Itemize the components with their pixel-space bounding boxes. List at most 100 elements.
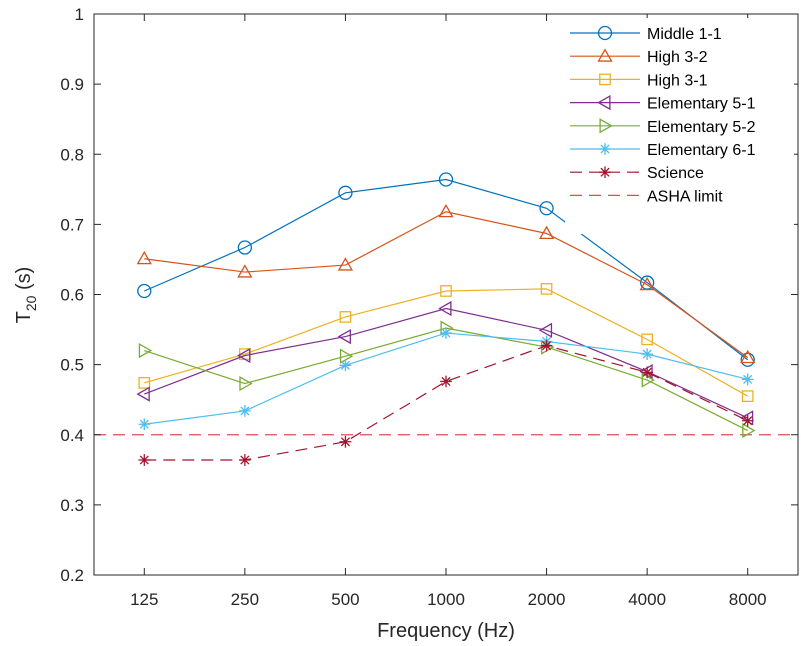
marker-square bbox=[641, 333, 653, 346]
y-tick-label: 0.3 bbox=[60, 496, 84, 515]
legend-entry: Elementary 5-2 bbox=[570, 118, 756, 136]
marker-asterisk bbox=[741, 373, 754, 386]
x-tick-label: 2000 bbox=[528, 590, 566, 609]
marker-triangle-up bbox=[639, 276, 655, 291]
data-point bbox=[539, 201, 554, 216]
legend-entry: Elementary 5-1 bbox=[570, 94, 756, 113]
data-point bbox=[239, 375, 253, 392]
legend-entry: Elementary 6-1 bbox=[570, 142, 756, 159]
series-high-3-2 bbox=[136, 203, 756, 364]
data-point bbox=[138, 418, 151, 431]
legend-label: Science bbox=[647, 165, 704, 182]
marker-asterisk bbox=[599, 166, 611, 179]
marker-triangle-left bbox=[639, 364, 653, 380]
data-point bbox=[438, 172, 454, 187]
legend-label: Elementary 5-2 bbox=[647, 119, 756, 136]
marker-asterisk bbox=[138, 418, 151, 431]
x-tick-label: 4000 bbox=[628, 590, 666, 609]
data-point bbox=[641, 372, 655, 388]
series-science bbox=[138, 339, 754, 466]
marker-triangle-right bbox=[599, 118, 613, 134]
y-axis-label-main: T bbox=[13, 311, 35, 323]
marker-asterisk bbox=[741, 414, 754, 427]
series-line bbox=[144, 211, 749, 359]
marker-circle bbox=[539, 201, 554, 216]
marker-triangle-right bbox=[339, 348, 354, 364]
data-point bbox=[239, 405, 251, 417]
y-axis-label-unit: (s) bbox=[13, 267, 35, 296]
series-layer bbox=[136, 172, 756, 466]
marker-asterisk bbox=[239, 454, 251, 466]
y-tick-label: 1 bbox=[75, 5, 84, 24]
marker-triangle-left bbox=[538, 322, 553, 338]
marker-triangle-up bbox=[597, 48, 613, 62]
marker-asterisk bbox=[440, 327, 452, 339]
legend-entry: High 3-2 bbox=[570, 48, 708, 66]
marker-asterisk bbox=[339, 359, 352, 372]
data-point bbox=[641, 333, 653, 346]
marker-square bbox=[440, 285, 452, 297]
data-point bbox=[740, 349, 756, 364]
marker-triangle-up bbox=[136, 250, 152, 265]
legend-label: High 3-2 bbox=[647, 49, 708, 66]
data-point bbox=[741, 373, 754, 386]
legend-label: High 3-1 bbox=[647, 72, 708, 89]
x-axis-label: Frequency (Hz) bbox=[377, 620, 515, 642]
data-point bbox=[641, 366, 653, 379]
data-point bbox=[136, 386, 150, 402]
marker-asterisk bbox=[138, 454, 151, 466]
marker-triangle-left bbox=[237, 347, 251, 364]
data-point bbox=[641, 348, 653, 360]
data-point bbox=[741, 390, 754, 403]
data-point bbox=[339, 435, 352, 448]
legend-entry: Science bbox=[570, 165, 704, 182]
y-tick-label: 0.4 bbox=[60, 426, 84, 445]
data-point bbox=[338, 185, 353, 200]
y-tick-label: 0.8 bbox=[60, 145, 84, 164]
marker-circle bbox=[137, 283, 152, 299]
y-tick-label: 0.5 bbox=[60, 356, 84, 375]
marker-triangle-up bbox=[237, 264, 253, 278]
marker-asterisk bbox=[599, 143, 611, 155]
legend-label: Middle 1-1 bbox=[647, 26, 722, 43]
marker-square bbox=[540, 283, 553, 295]
data-point bbox=[337, 328, 351, 345]
data-point bbox=[540, 283, 553, 295]
marker-triangle-up bbox=[337, 257, 354, 271]
marker-circle bbox=[338, 185, 353, 200]
y-tick-label: 0.2 bbox=[60, 566, 84, 585]
x-tick-label: 1000 bbox=[427, 590, 465, 609]
legend-label: ASHA limit bbox=[647, 188, 723, 205]
data-point bbox=[138, 342, 153, 359]
marker-square bbox=[599, 73, 611, 86]
data-point bbox=[337, 257, 354, 271]
marker-asterisk bbox=[641, 366, 653, 379]
data-point bbox=[440, 285, 452, 297]
marker-triangle-up bbox=[438, 203, 454, 218]
data-point bbox=[239, 454, 251, 466]
data-point bbox=[538, 225, 555, 240]
marker-triangle-left bbox=[337, 328, 351, 345]
axes-layer: 125 250 500 1000 2000 4000 8000 0.2 0.3 0.4 0.5 0.6… bbox=[60, 5, 798, 609]
legend-label: Elementary 5-1 bbox=[647, 96, 756, 113]
y-axis-label-sub: 20 bbox=[23, 295, 39, 311]
series-line bbox=[144, 178, 749, 361]
legend-entry: ASHA limit bbox=[570, 188, 723, 205]
legend-entry: Middle 1-1 bbox=[570, 25, 722, 43]
marker-triangle-left bbox=[136, 386, 150, 402]
marker-triangle-up bbox=[740, 349, 756, 364]
marker-circle bbox=[237, 240, 253, 255]
marker-asterisk bbox=[540, 339, 553, 352]
data-point bbox=[440, 375, 452, 388]
marker-asterisk bbox=[641, 348, 653, 360]
marker-asterisk bbox=[440, 375, 452, 388]
data-point bbox=[339, 311, 352, 323]
data-point bbox=[137, 283, 152, 299]
marker-triangle-right bbox=[138, 342, 153, 359]
marker-circle bbox=[740, 352, 755, 367]
x-tick-label: 8000 bbox=[729, 590, 767, 609]
data-point bbox=[740, 352, 755, 367]
marker-circle bbox=[438, 172, 454, 187]
legend-label: Elementary 6-1 bbox=[647, 142, 756, 159]
